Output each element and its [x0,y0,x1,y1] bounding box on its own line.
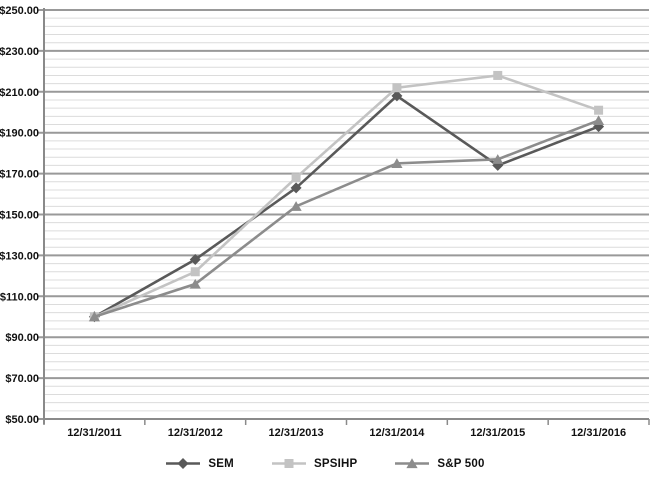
legend-item-sem: SEM [166,457,234,470]
triangle-marker [406,458,418,469]
square-marker [392,83,402,93]
legend-label-sp500: S&P 500 [437,457,485,470]
triangle-marker [189,278,201,289]
y-axis-label: $110.00 [0,291,39,303]
x-axis-label: 12/31/2016 [571,427,626,439]
y-axis-label: $190.00 [0,128,39,140]
diamond-marker [189,253,201,265]
square-marker [493,70,503,80]
spsihp-square-marker-icon [271,457,306,470]
x-axis-ticks [43,419,650,425]
triangle-marker [592,115,605,126]
series-line [93,94,600,318]
x-axis-label: 12/31/2014 [369,427,425,439]
y-axis-label: $70.00 [5,373,39,385]
square-marker [594,105,604,115]
sp500-triangle-marker-icon [395,457,430,470]
y-axis-label: $230.00 [0,46,39,58]
x-axis-label: 12/31/2013 [269,427,324,439]
series-line [93,74,600,318]
diamond-marker [177,458,189,469]
square-marker [284,459,294,468]
y-axis-label: $50.00 [5,414,39,426]
legend-item-spsihp: SPSIHP [271,457,358,470]
x-axis-label: 12/31/2011 [67,427,121,439]
square-marker [291,173,301,183]
legend-label-sem: SEM [208,457,234,470]
y-axis-label: $150.00 [0,210,39,222]
y-axis-label: $250.00 [0,5,39,17]
y-axis-label: $130.00 [0,250,39,262]
diamond-marker [290,182,302,194]
legend-swatch-svg [271,459,306,468]
series-sp500 [88,115,605,322]
triangle-marker [492,154,504,164]
x-axis-label: 12/31/2015 [470,427,525,439]
legend-swatch-svg [166,458,201,469]
minor-gridlines [44,17,649,412]
triangle-marker [88,311,101,322]
triangle-marker [290,201,302,211]
y-axis-label: $210.00 [0,87,39,99]
legend-swatch-svg [395,458,430,469]
legend-item-sp500: S&P 500 [395,457,484,470]
x-axis-labels: 12/31/2011 12/31/2012 12/31/2013 12/31/2014… [67,427,626,439]
series-line [94,119,600,318]
diamond-marker [391,90,403,102]
chart-legend: SEM SPSIHP S&P 500 [0,457,651,470]
major-gridlines [37,9,649,420]
square-marker [190,267,200,277]
y-axis-label: $90.00 [5,332,39,344]
sem-diamond-marker-icon [166,457,201,470]
triangle-marker [391,158,403,168]
legend-label-spsihp: SPSIHP [313,457,358,470]
y-axis-labels: $50.00 $70.00 $90.00 $110.00 $130.00 $150.00 $… [0,5,39,426]
y-axis-label: $170.00 [0,169,39,181]
x-axis-label: 12/31/2012 [168,427,223,439]
